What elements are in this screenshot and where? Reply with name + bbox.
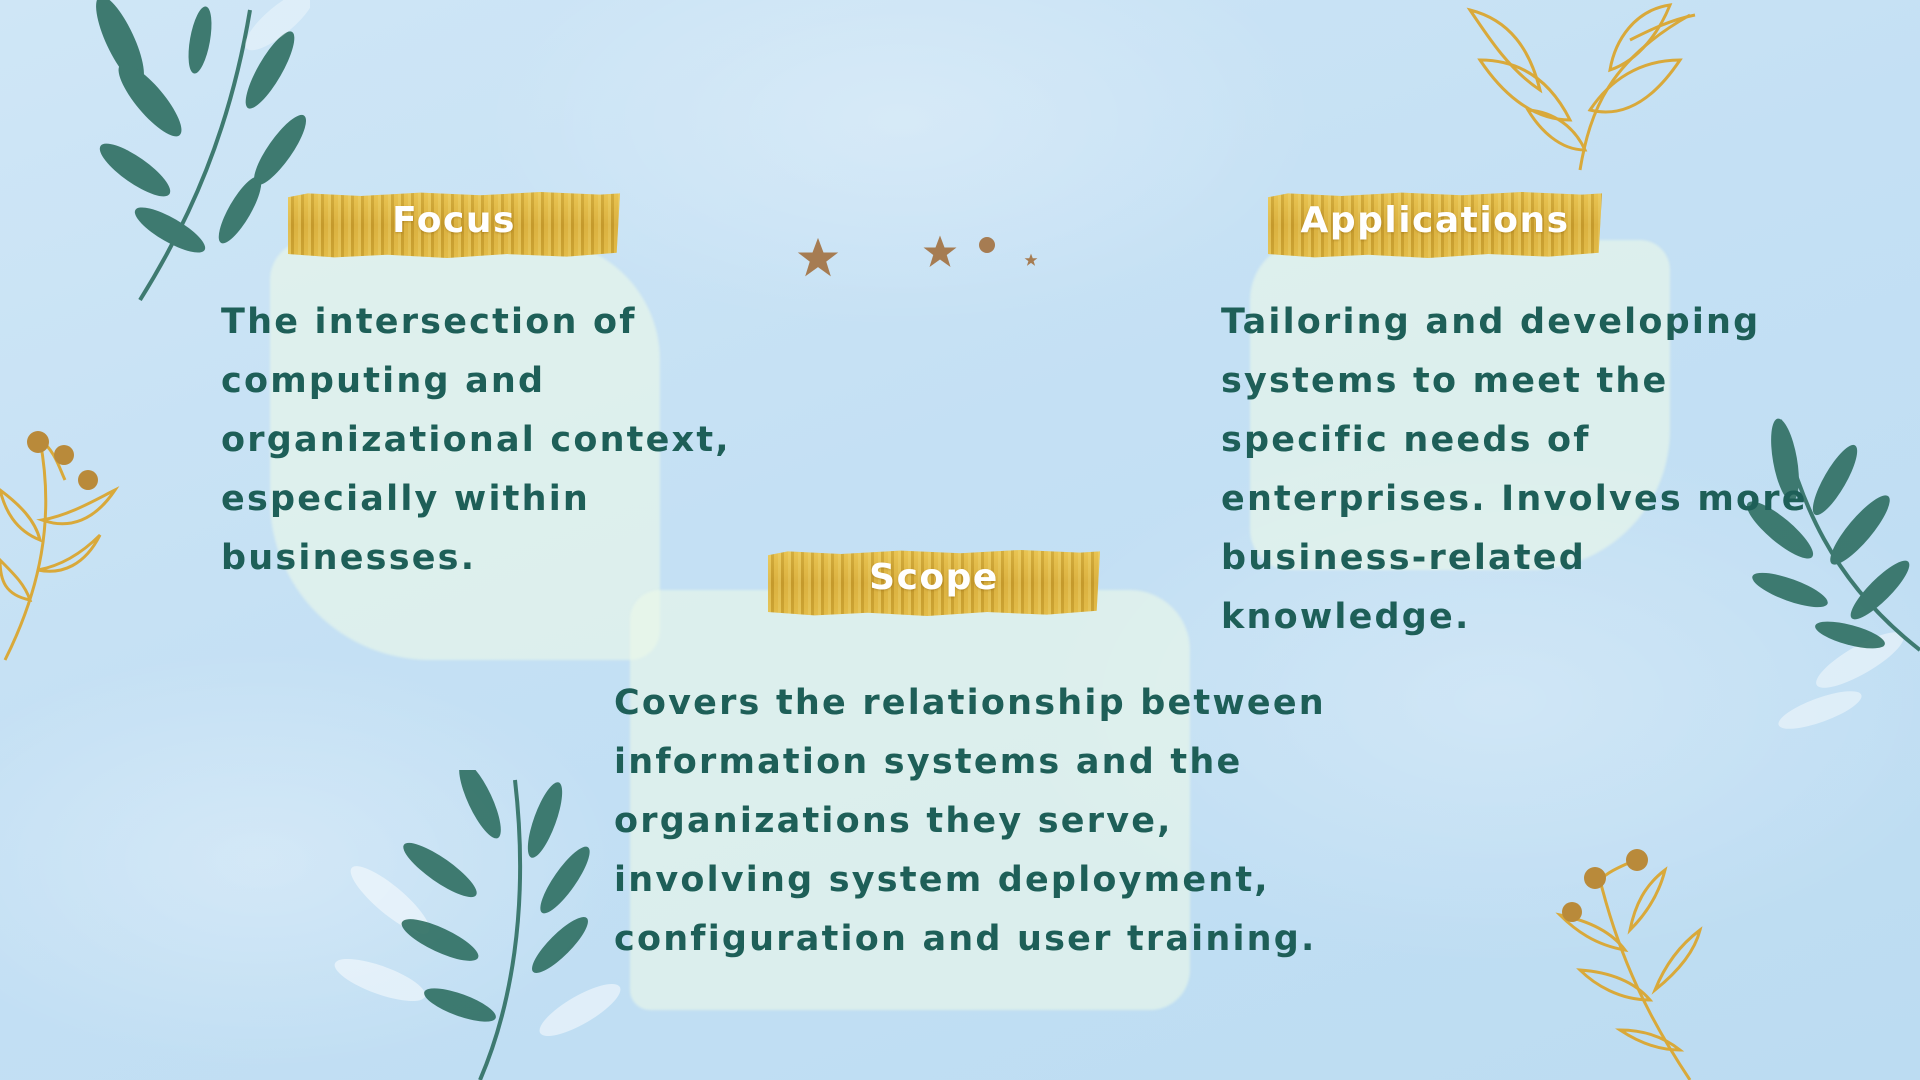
focus-heading: Focus: [392, 200, 516, 241]
star-icon: [1024, 253, 1038, 266]
star-icon: [797, 237, 839, 277]
text-line: organizations they serve,: [614, 801, 1173, 841]
dot-icon: [979, 237, 995, 253]
text-line: especially within: [221, 479, 591, 519]
text-line: Tailoring and developing: [1221, 302, 1761, 342]
gold-branch-icon: [1466, 3, 1696, 171]
text-line: business-related: [1221, 538, 1586, 578]
text-line: computing and: [221, 361, 546, 401]
text-line: enterprises. Involves more: [1221, 479, 1808, 519]
scope-text: Covers the relationship between informat…: [614, 674, 1334, 969]
text-line: systems to meet the: [1221, 361, 1669, 401]
wash-scope: [630, 590, 1190, 1010]
applications-text: Tailoring and developing systems to meet…: [1221, 293, 1841, 647]
text-line: information systems and the: [614, 742, 1243, 782]
leaf-branch-icon: [96, 0, 310, 302]
applications-heading: Applications: [1300, 200, 1570, 241]
text-line: organizational context,: [221, 420, 731, 460]
scope-heading: Scope: [869, 557, 999, 598]
focus-text: The intersection of computing and organi…: [221, 293, 741, 588]
leaf-branch-icon: [1746, 418, 1920, 729]
text-line: Covers the relationship between: [614, 683, 1326, 723]
applications-banner: [1268, 192, 1602, 258]
scope-banner: [768, 550, 1100, 616]
text-line: specific needs of: [1221, 420, 1591, 460]
leaf-branch-icon: [334, 770, 621, 1080]
star-icon: [923, 235, 957, 267]
berry-branch-icon: [0, 431, 120, 661]
text-line: configuration and user training.: [614, 919, 1317, 959]
text-line: knowledge.: [1221, 597, 1471, 637]
text-line: businesses.: [221, 538, 477, 578]
text-line: involving system deployment,: [614, 860, 1270, 900]
berry-branch-icon: [1555, 849, 1703, 1080]
wash-applications: [1250, 240, 1670, 570]
focus-banner: [288, 192, 620, 258]
text-line: The intersection of: [221, 302, 637, 342]
wash-focus: [270, 240, 660, 660]
